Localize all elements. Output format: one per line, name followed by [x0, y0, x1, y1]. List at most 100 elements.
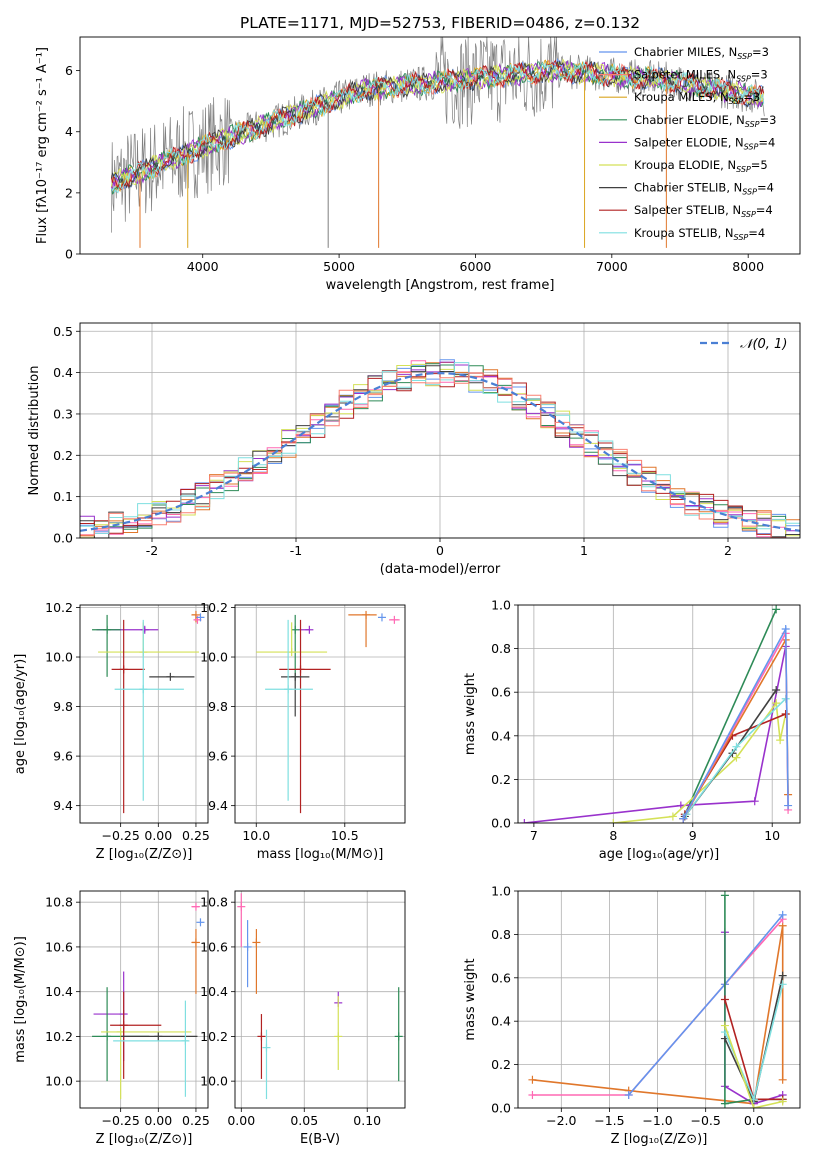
- error-bar-point: [191, 902, 200, 911]
- y-tick-label: 0.4: [53, 365, 73, 380]
- histogram-series-6: [80, 365, 800, 538]
- plot-area: [235, 605, 405, 823]
- x-tick-label: 5000: [323, 259, 355, 274]
- error-bar-point: [377, 613, 386, 622]
- axes-frame: [517, 604, 801, 824]
- panel-6: 0.00 0.05 0.10 10.0 10.2 10.4 10.6 10.8 E(B-V): [200, 890, 406, 1147]
- error-bar-point: [110, 991, 162, 1079]
- plus-marker: [528, 1090, 537, 1099]
- figure-title: PLATE=1171, MJD=52753, FIBERID=0486, z=0…: [240, 14, 640, 32]
- x-tick-label: 10: [764, 828, 780, 843]
- plot-area: [80, 891, 208, 1108]
- plus-marker: [778, 980, 787, 989]
- legend-entry: Chabrier ELODIE, NSSP=3: [634, 113, 776, 129]
- axes-frame: [517, 890, 801, 1109]
- x-axis-label: Z [log₁₀(Z/Z⊙)]: [611, 1132, 708, 1147]
- model-line-2: [111, 59, 764, 193]
- error-bar-point: [262, 1029, 271, 1100]
- x-tick-label: 6000: [460, 259, 492, 274]
- y-tick-label: 0.0: [53, 531, 73, 546]
- x-tick-label: 10.0: [242, 828, 270, 843]
- mass-weight-line-1: [524, 646, 787, 823]
- legend-entry: 𝒩(0, 1): [740, 337, 787, 352]
- panel-1: -2 -1 0 1 2 0.0 0.1 0.2 0.3 0.4 0.5 (data-model)/er…: [27, 322, 801, 577]
- x-tick-label: 8: [609, 828, 617, 843]
- x-tick-label: 0: [436, 543, 444, 558]
- x-tick-label: 10.5: [331, 828, 359, 843]
- y-axis-label: Normed distribution: [27, 366, 42, 496]
- x-tick-label: 0.00: [144, 1113, 172, 1128]
- error-bar-point: [93, 971, 128, 1062]
- legend: Chabrier MILES, NSSP=3 Salpeter MILES, NS…: [599, 45, 776, 242]
- x-tick-label: 7: [530, 828, 538, 843]
- panel-7: −2.0 −1.5 −1.0 −0.5 0.0 0.0 0.2 0.4 0.6 0.8 1.0 Z […: [463, 884, 801, 1147]
- legend-entry: Kroupa ELODIE, NSSP=5: [634, 158, 768, 174]
- plus-marker: [720, 1099, 729, 1108]
- error-bar-point: [191, 610, 200, 623]
- error-bar-point: [113, 1000, 190, 1097]
- plot-area: [110, 37, 765, 248]
- plus-marker: [624, 1090, 633, 1099]
- panel-0: 4000 5000 6000 7000 8000 0 2 4 6 wavelength [Angs…: [35, 36, 801, 293]
- model-line-8: [111, 60, 765, 194]
- plus-marker: [679, 814, 688, 823]
- y-tick-label: 10.4: [200, 984, 228, 999]
- plus-marker: [668, 812, 677, 821]
- y-axis-label: Flux [fλ10⁻¹⁷ erg cm⁻² s⁻¹ A⁻¹]: [35, 47, 50, 244]
- x-axis-label: (data-model)/error: [380, 562, 501, 577]
- plot-area: [518, 605, 800, 823]
- y-tick-label: 9.4: [53, 798, 73, 813]
- plus-marker: [720, 995, 729, 1004]
- x-tick-label: −0.25: [102, 1113, 140, 1128]
- error-bar-point: [101, 1027, 192, 1100]
- x-axis-label: age [log₁₀(age/yr)]: [599, 847, 720, 862]
- error-bar-point: [191, 929, 200, 994]
- plot-area: [80, 323, 800, 538]
- y-axis-label: age [log₁₀(age/yr)]: [13, 654, 28, 775]
- error-bar-point: [243, 920, 252, 988]
- error-bar-point: [257, 1014, 266, 1079]
- x-tick-label: 0.0: [744, 1113, 764, 1128]
- x-axis-label: Z [log₁₀(Z/Z⊙)]: [96, 1132, 193, 1147]
- y-tick-label: 0.3: [53, 406, 73, 421]
- x-tick-label: −1.5: [594, 1113, 624, 1128]
- error-bar-point: [196, 918, 205, 927]
- x-axis-label: Z [log₁₀(Z/Z⊙)]: [96, 847, 193, 862]
- legend-entry: Kroupa MILES, NSSP=3: [634, 90, 760, 106]
- mass-weight-line-2: [613, 700, 787, 823]
- error-bar-point: [291, 614, 300, 680]
- y-tick-label: 9.8: [208, 699, 228, 714]
- y-tick-label: 9.8: [53, 699, 73, 714]
- plus-marker: [772, 699, 781, 708]
- x-tick-label: −2.0: [546, 1113, 576, 1128]
- legend-entry: Salpeter STELIB, NSSP=4: [634, 203, 773, 219]
- error-bar-point: [265, 619, 313, 801]
- plus-marker: [720, 891, 729, 900]
- normal-curve: [80, 371, 800, 532]
- panel-2: −0.25 0.00 0.25 9.4 9.6 9.8 10.0 10.2 Z [log₁₀(Z…: [13, 600, 210, 862]
- y-tick-label: 9.4: [208, 798, 228, 813]
- error-bar-point: [149, 672, 195, 681]
- legend-entry: Chabrier STELIB, NSSP=4: [634, 181, 774, 197]
- y-tick-label: 1.0: [491, 598, 511, 613]
- y-tick-label: 9.6: [53, 749, 73, 764]
- x-axis-label: E(B-V): [300, 1132, 340, 1147]
- legend-entry: Salpeter ELODIE, NSSP=4: [634, 135, 775, 151]
- plus-marker: [720, 1021, 729, 1030]
- axes-frame: [234, 890, 406, 1109]
- y-tick-label: 9.6: [208, 749, 228, 764]
- x-tick-label: 1: [580, 543, 588, 558]
- error-bar-point: [92, 614, 121, 677]
- error-bar-point: [394, 987, 403, 1082]
- y-tick-label: 6: [65, 63, 73, 78]
- plus-marker: [528, 1075, 537, 1084]
- y-tick-label: 10.2: [45, 1029, 73, 1044]
- y-tick-label: 10.6: [45, 939, 73, 954]
- plus-marker: [778, 910, 787, 919]
- y-axis-label: mass [log₁₀(M/M⊙)]: [13, 936, 28, 1063]
- y-tick-label: 0.4: [491, 1014, 511, 1029]
- plus-marker: [776, 736, 785, 745]
- plot-area: [518, 891, 800, 1108]
- histogram-series-9: [80, 371, 800, 538]
